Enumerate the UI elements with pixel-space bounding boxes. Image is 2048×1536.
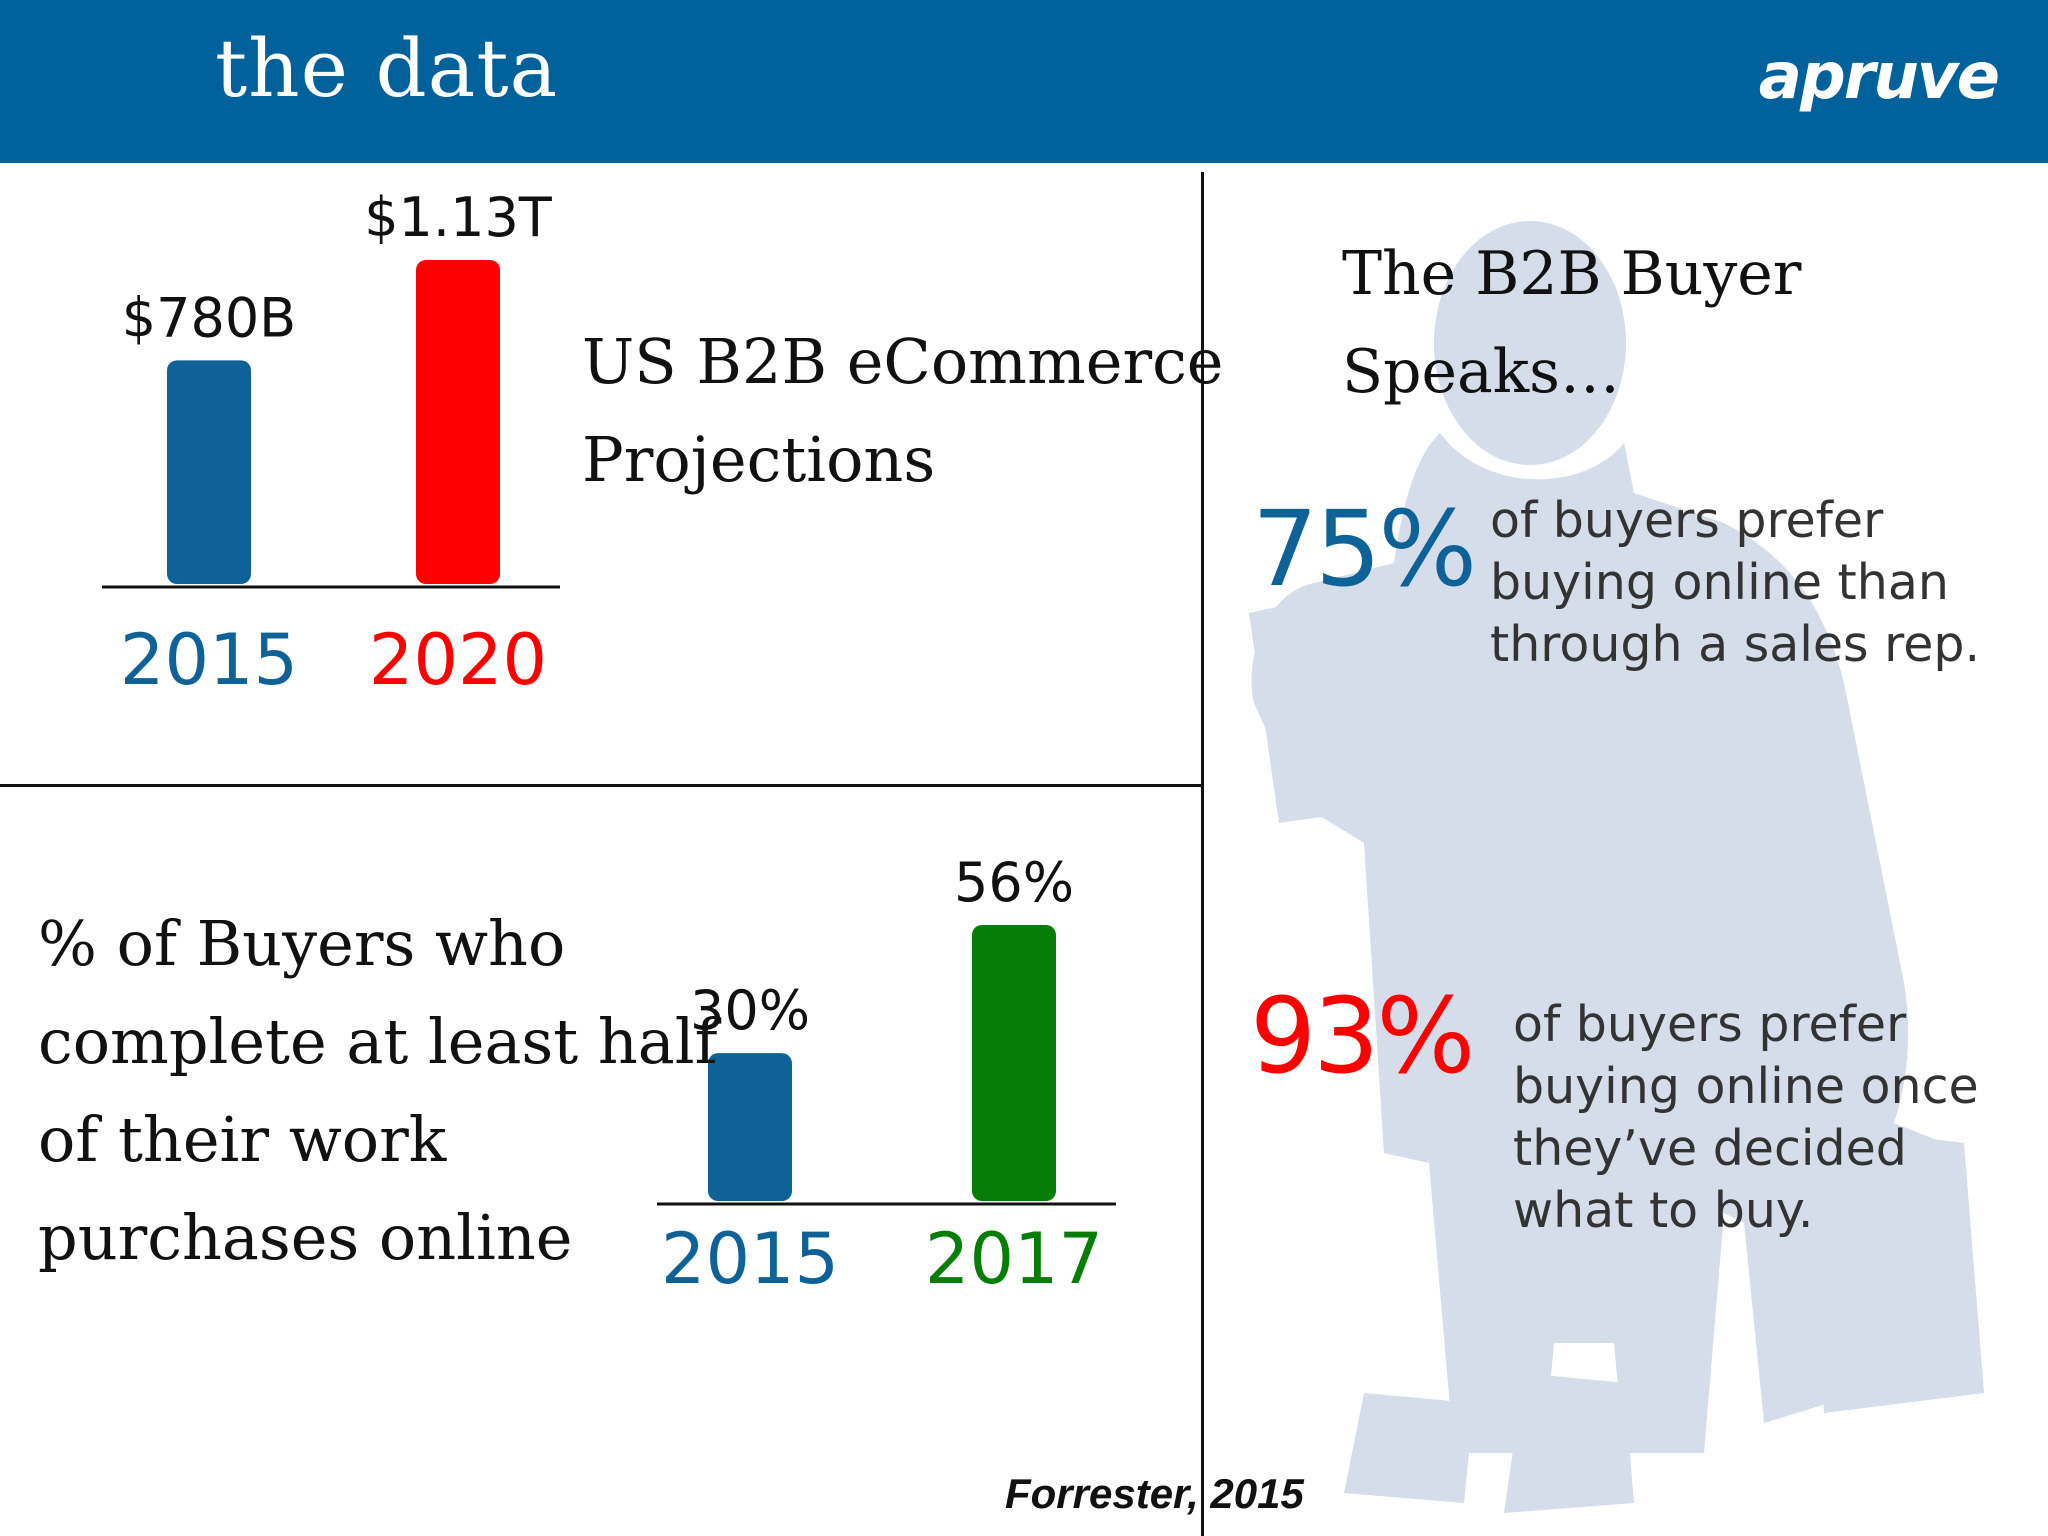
- chart1-value-label: $780B: [122, 286, 296, 349]
- chart2-value-label: 30%: [690, 979, 810, 1042]
- chart1-category-label: 2015: [120, 619, 298, 701]
- chart2-category-label: 2017: [925, 1218, 1103, 1300]
- header-bar: the data apruve: [0, 0, 2048, 163]
- source-citation: Forrester, 2015: [1005, 1470, 1304, 1517]
- chart2-bar-2017: [972, 925, 1056, 1201]
- businessman-silhouette-icon: [1249, 221, 1984, 1513]
- chart2-title-line: % of Buyers who: [38, 907, 566, 980]
- right-title-line: The B2B Buyer: [1342, 239, 1802, 309]
- chart2-title-line: of their work: [38, 1103, 447, 1176]
- right-panel-title: The B2B Buyer Speaks…: [1342, 225, 1802, 421]
- stat-value-75: 75%: [1252, 488, 1477, 610]
- charts-canvas: $780B 2015 $1.13T 2020 30% 2015 56% 2017: [102, 186, 1116, 1300]
- stat-value-93: 93%: [1250, 975, 1475, 1097]
- vertical-divider: [1201, 172, 1204, 1536]
- chart1-value-label: $1.13T: [364, 186, 553, 249]
- chart2-bar-2015: [708, 1053, 792, 1201]
- chart2-title: % of Buyers who complete at least half o…: [38, 895, 718, 1287]
- stat-text-line: buying online than: [1490, 554, 1949, 611]
- chart1-title-line: Projections: [582, 423, 936, 496]
- stat-text-line: of buyers prefer: [1490, 492, 1884, 549]
- horizontal-divider: [0, 784, 1204, 787]
- stat-text-75: of buyers prefer buying online than thro…: [1490, 490, 1980, 676]
- chart1-bar-2020: [416, 260, 500, 584]
- stat-text-line: buying online once: [1513, 1058, 1979, 1115]
- chart2-category-label: 2015: [661, 1218, 839, 1300]
- stat-text-line: through a sales rep.: [1490, 616, 1981, 673]
- chart2-title-line: complete at least half: [38, 1005, 718, 1078]
- right-title-line: Speaks…: [1342, 337, 1620, 407]
- chart1-title: US B2B eCommerce Projections: [582, 313, 1224, 509]
- chart2-title-line: purchases online: [38, 1201, 573, 1274]
- chart1-category-label: 2020: [369, 619, 547, 701]
- stat-text-line: what to buy.: [1513, 1182, 1814, 1239]
- page-title: the data: [215, 22, 559, 115]
- stat-text-line: they’ve decided: [1513, 1120, 1907, 1177]
- chart1-title-line: US B2B eCommerce: [582, 325, 1224, 398]
- chart2-value-label: 56%: [954, 851, 1074, 914]
- stat-text-line: of buyers prefer: [1513, 996, 1907, 1053]
- apruve-logo: apruve: [1758, 40, 2000, 114]
- chart1-bar-2015: [167, 360, 251, 584]
- stat-text-93: of buyers prefer buying online once they…: [1513, 994, 1979, 1242]
